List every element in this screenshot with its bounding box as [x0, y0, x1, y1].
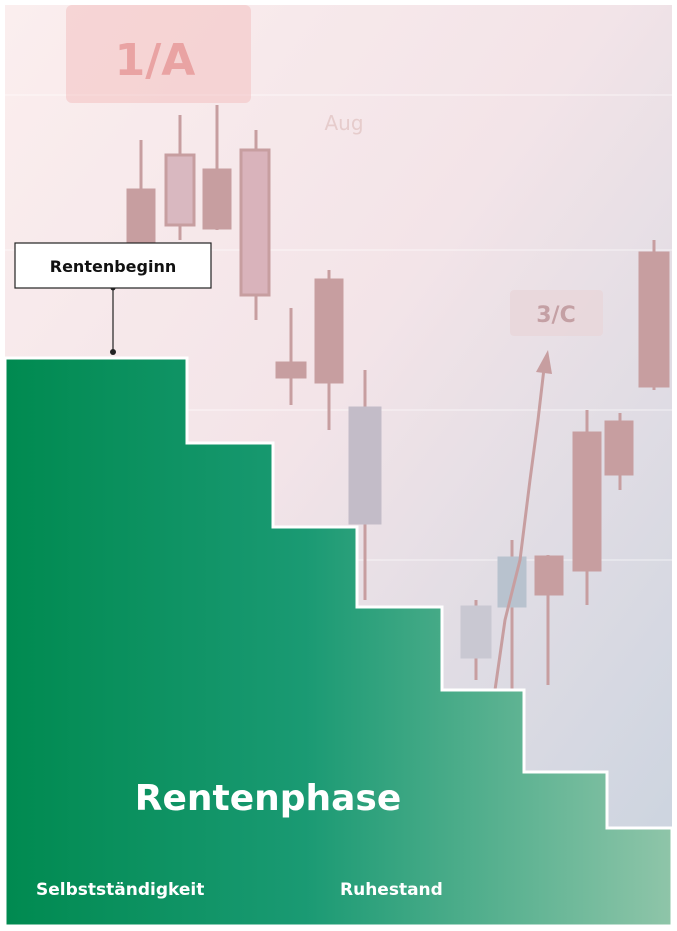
bg-label: 3/C	[536, 303, 576, 328]
phase-label: Selbstständigkeit	[36, 880, 204, 900]
phase-label: Ruhestand	[340, 880, 443, 900]
marker-label: Rentenbeginn	[50, 257, 176, 276]
bg-label: Aug	[324, 111, 363, 135]
illustration: 1/A Aug 3/C Rentenbeginn Rentenphase Sel…	[0, 0, 677, 931]
page: 1/A Aug 3/C Rentenbeginn Rentenphase Sel…	[0, 0, 677, 931]
bg-label: 1/A	[115, 35, 196, 86]
phase-title: Rentenphase	[135, 778, 402, 819]
marker-dot	[110, 349, 116, 355]
